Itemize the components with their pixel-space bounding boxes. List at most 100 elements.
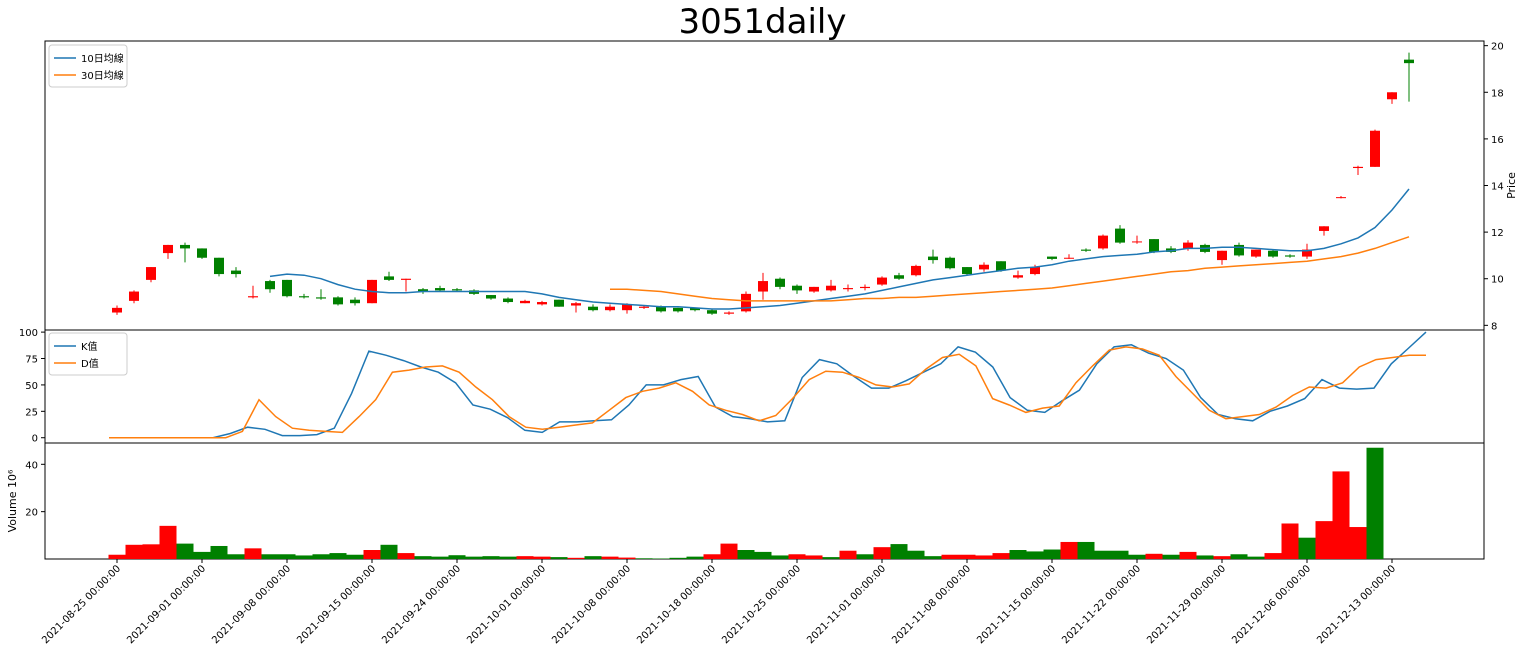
candle-body (571, 303, 581, 306)
x-tick-label: 2021-11-22 00:00:00 (1060, 563, 1143, 646)
candle-body (996, 261, 1006, 271)
kd-y-tick-label: 100 (19, 328, 38, 339)
candle (911, 264, 921, 277)
volume-bar (1213, 556, 1231, 559)
kd-y-tick-label: 0 (32, 434, 38, 445)
candle (231, 267, 241, 278)
x-tick-label: 2021-11-15 00:00:00 (975, 563, 1058, 646)
volume-bar (261, 554, 279, 559)
candle-body (1370, 130, 1380, 167)
candle (384, 271, 394, 282)
price-legend-label: 10日均線 (81, 52, 124, 65)
volume-bar (1094, 550, 1112, 559)
candle (571, 302, 581, 313)
candle-body (622, 304, 632, 311)
volume-bar (686, 556, 704, 559)
candle-body (265, 281, 275, 290)
candle-body (945, 257, 955, 269)
candle (1370, 129, 1380, 167)
candle (1081, 248, 1091, 252)
volume-bar (924, 556, 942, 559)
candle (265, 279, 275, 293)
k-line (109, 331, 1427, 439)
candle-body (877, 277, 887, 285)
price-legend-label: 30日均線 (81, 69, 124, 82)
candle (945, 256, 955, 270)
candle-body (129, 291, 139, 301)
volume-bar (1298, 537, 1316, 559)
price-y-tick-label: 10 (1491, 275, 1504, 286)
candle-body (1302, 249, 1312, 257)
candle (1387, 92, 1397, 104)
candle (894, 272, 904, 280)
candle (248, 285, 258, 299)
volume-bar (567, 557, 585, 559)
candle (860, 284, 870, 291)
candle (877, 276, 887, 286)
price-y-tick-label: 20 (1491, 42, 1504, 53)
volume-bar (1111, 550, 1129, 559)
candle-body (1336, 197, 1346, 199)
candle (333, 296, 343, 306)
candle (129, 290, 139, 304)
kd-y-tick-label: 50 (25, 381, 38, 392)
candle-body (418, 289, 428, 292)
candle-body (639, 306, 649, 308)
volume-bar (1043, 549, 1061, 559)
candle (1404, 52, 1414, 102)
volume-bar (1349, 527, 1367, 559)
price-y-tick-label: 14 (1491, 182, 1504, 193)
volume-bar (125, 544, 143, 559)
volume-bar (907, 550, 925, 559)
x-tick-label: 2021-11-08 00:00:00 (890, 563, 973, 646)
candle (1319, 226, 1329, 236)
candle (826, 279, 836, 292)
candle (1115, 225, 1125, 244)
d-line (109, 346, 1426, 439)
candle (1268, 249, 1278, 258)
volume-bar (176, 543, 194, 559)
candle-body (1064, 257, 1074, 259)
price-y-tick-label: 8 (1491, 321, 1497, 332)
volume-bar (278, 554, 296, 559)
candle-body (690, 307, 700, 311)
volume-bar (601, 556, 619, 559)
volume-bar (1060, 541, 1078, 559)
candle (1013, 270, 1023, 279)
candle (1217, 250, 1227, 265)
candle-body (146, 267, 156, 280)
volume-bar (1128, 554, 1146, 559)
volume-bar (635, 558, 653, 559)
candle-body (163, 244, 173, 254)
x-tick-label: 2021-12-06 00:00:00 (1230, 563, 1313, 646)
price-y-tick-label: 16 (1491, 135, 1504, 146)
candle (1098, 234, 1108, 250)
volume-bar (482, 556, 500, 559)
candle (1285, 254, 1295, 258)
volume-bar (1162, 554, 1180, 559)
candle (112, 305, 122, 315)
x-tick-label: 2021-09-24 00:00:00 (380, 563, 463, 646)
candle-body (860, 286, 870, 289)
candle-body (707, 310, 717, 314)
candle-body (1115, 228, 1125, 243)
volume-bar (805, 555, 823, 559)
candle (843, 284, 853, 292)
candle (1353, 165, 1363, 176)
candle-body (452, 289, 462, 291)
kd-y-tick-label: 75 (25, 355, 38, 366)
candle (1149, 239, 1159, 254)
x-tick-label: 2021-08-25 00:00:00 (40, 563, 123, 646)
candle-body (1183, 242, 1193, 249)
candle-body (537, 302, 547, 305)
volume-bar (856, 554, 874, 559)
candle (1064, 254, 1074, 259)
candle-body (843, 288, 853, 290)
volume-panel-frame (44, 442, 1485, 560)
candle-body (520, 300, 530, 304)
candle (605, 304, 615, 312)
candle-body (656, 306, 666, 312)
volume-bar (380, 544, 398, 559)
volume-bar (244, 548, 262, 559)
